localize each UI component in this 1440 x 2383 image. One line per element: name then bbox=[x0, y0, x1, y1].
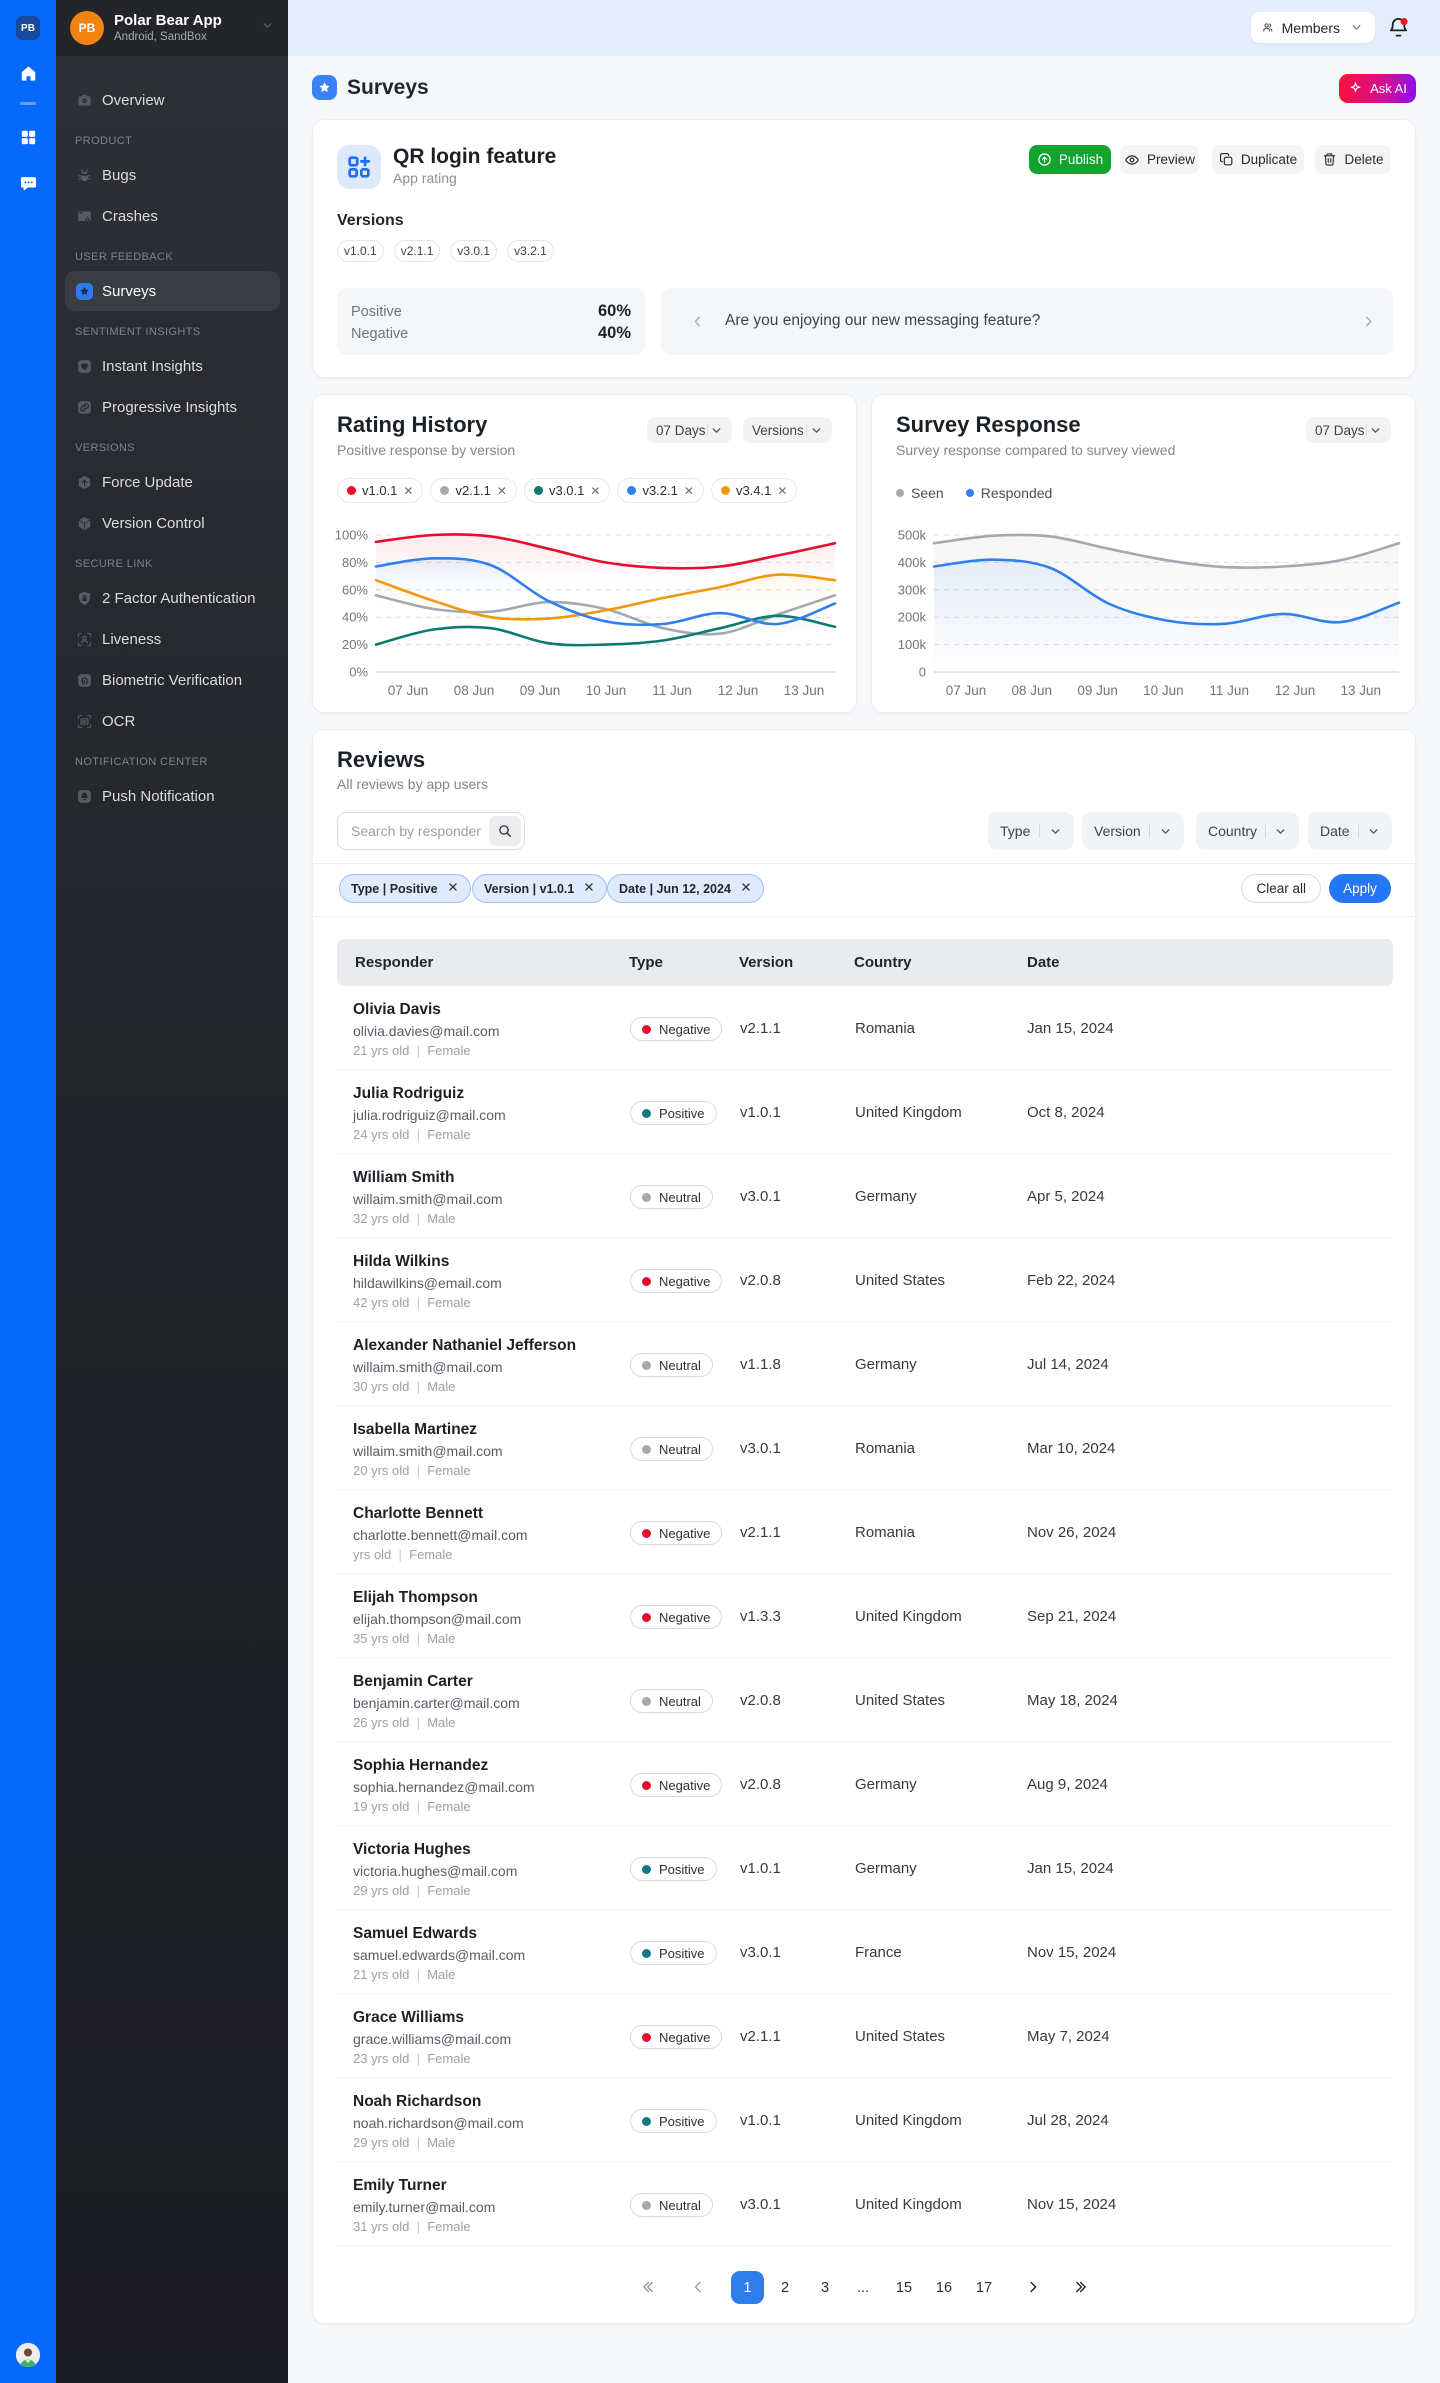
svg-text:10 Jun: 10 Jun bbox=[1143, 683, 1184, 698]
svg-text:80%: 80% bbox=[342, 555, 368, 570]
svg-text:20%: 20% bbox=[342, 637, 368, 652]
svg-text:400k: 400k bbox=[898, 555, 927, 570]
svg-text:08 Jun: 08 Jun bbox=[1012, 683, 1053, 698]
svg-text:100k: 100k bbox=[898, 637, 927, 652]
svg-text:60%: 60% bbox=[342, 582, 368, 597]
svg-text:40%: 40% bbox=[342, 610, 368, 625]
svg-text:08 Jun: 08 Jun bbox=[454, 683, 495, 698]
svg-text:07 Jun: 07 Jun bbox=[946, 683, 987, 698]
svg-text:300k: 300k bbox=[898, 582, 927, 597]
svg-text:10 Jun: 10 Jun bbox=[586, 683, 627, 698]
svg-text:13 Jun: 13 Jun bbox=[1341, 683, 1382, 698]
svg-text:200k: 200k bbox=[898, 610, 927, 625]
svg-text:500k: 500k bbox=[898, 528, 927, 543]
svg-text:11 Jun: 11 Jun bbox=[652, 683, 692, 698]
svg-text:09 Jun: 09 Jun bbox=[1077, 683, 1118, 698]
svg-text:11 Jun: 11 Jun bbox=[1209, 683, 1249, 698]
svg-text:12 Jun: 12 Jun bbox=[718, 683, 759, 698]
svg-text:13 Jun: 13 Jun bbox=[784, 683, 825, 698]
svg-text:0: 0 bbox=[919, 665, 926, 680]
svg-text:0%: 0% bbox=[349, 665, 368, 680]
svg-text:07 Jun: 07 Jun bbox=[388, 683, 429, 698]
svg-text:100%: 100% bbox=[335, 528, 369, 543]
svg-text:12 Jun: 12 Jun bbox=[1275, 683, 1316, 698]
svg-text:09 Jun: 09 Jun bbox=[520, 683, 561, 698]
